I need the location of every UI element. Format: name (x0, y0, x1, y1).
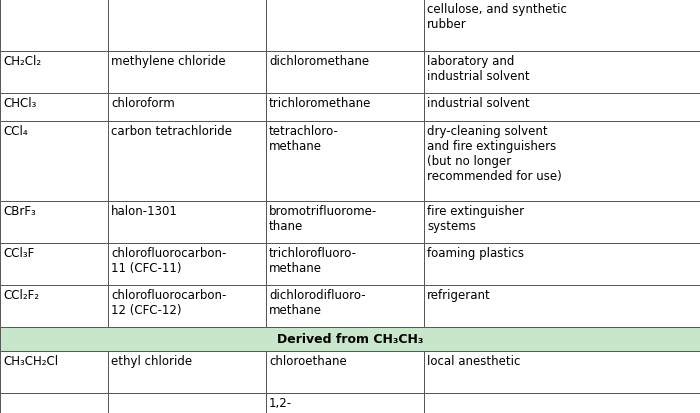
Bar (266, 351, 424, 393)
Bar (266, 122, 424, 202)
Text: CCl₄: CCl₄ (3, 125, 27, 138)
Text: chloroethane: chloroethane (269, 354, 346, 367)
Text: dry-cleaning solvent
and fire extinguishers
(but no longer
recommended for use): dry-cleaning solvent and fire extinguish… (427, 125, 561, 183)
Text: dichloromethane: dichloromethane (269, 55, 369, 68)
Bar (0, 351, 108, 393)
Bar (0, 243, 108, 285)
Text: chlorofluorocarbon-
11 (CFC-11): chlorofluorocarbon- 11 (CFC-11) (111, 247, 226, 274)
Text: trichlorofluoro-
methane: trichlorofluoro- methane (269, 247, 357, 274)
Bar (108, 0, 266, 52)
Bar (0, 94, 108, 122)
Bar (424, 393, 700, 413)
Bar (108, 393, 266, 413)
Bar (424, 122, 700, 202)
Text: ethyl chloride: ethyl chloride (111, 354, 192, 367)
Text: fire extinguisher
systems: fire extinguisher systems (427, 204, 524, 233)
Bar (108, 202, 266, 243)
Bar (0, 122, 108, 202)
Bar (108, 94, 266, 122)
Bar (424, 243, 700, 285)
Text: foaming plastics: foaming plastics (427, 247, 524, 259)
Text: chlorofluorocarbon-
12 (CFC-12): chlorofluorocarbon- 12 (CFC-12) (111, 288, 226, 316)
Bar (266, 243, 424, 285)
Bar (266, 94, 424, 122)
Bar (266, 0, 424, 52)
Bar (266, 285, 424, 327)
Text: local anesthetic: local anesthetic (427, 354, 520, 367)
Bar (108, 285, 266, 327)
Bar (108, 52, 266, 94)
Text: carbon tetrachloride: carbon tetrachloride (111, 125, 232, 138)
Text: CCl₂F₂: CCl₂F₂ (3, 288, 39, 301)
Bar (266, 202, 424, 243)
Text: refrigerant: refrigerant (427, 288, 491, 301)
Bar (424, 0, 700, 52)
Text: CCl₃F: CCl₃F (3, 247, 34, 259)
Text: bromotrifluorome-
thane: bromotrifluorome- thane (269, 204, 377, 233)
Bar (266, 52, 424, 94)
Bar (266, 393, 424, 413)
Bar (0, 0, 108, 52)
Text: CBrF₃: CBrF₃ (3, 204, 36, 218)
Text: CH₃CH₂Cl: CH₃CH₂Cl (3, 354, 58, 367)
Bar (0, 285, 108, 327)
Text: industrial solvent: industrial solvent (427, 97, 530, 110)
Text: CH₂Cl₂: CH₂Cl₂ (3, 55, 41, 68)
Text: 1,2-: 1,2- (269, 396, 292, 409)
Bar (108, 351, 266, 393)
Bar (424, 52, 700, 94)
Text: Derived from CH₃CH₃: Derived from CH₃CH₃ (276, 333, 424, 346)
Bar (0, 52, 108, 94)
Text: trichloromethane: trichloromethane (269, 97, 372, 110)
Text: chloroform: chloroform (111, 97, 175, 110)
Bar (0, 327, 700, 351)
Bar (424, 202, 700, 243)
Text: cellulose, and synthetic
rubber: cellulose, and synthetic rubber (427, 3, 567, 31)
Text: methylene chloride: methylene chloride (111, 55, 225, 68)
Bar (108, 243, 266, 285)
Bar (424, 351, 700, 393)
Text: CHCl₃: CHCl₃ (3, 97, 36, 110)
Bar (108, 122, 266, 202)
Bar (0, 393, 108, 413)
Bar (424, 94, 700, 122)
Text: laboratory and
industrial solvent: laboratory and industrial solvent (427, 55, 530, 83)
Text: tetrachloro-
methane: tetrachloro- methane (269, 125, 339, 153)
Bar (0, 202, 108, 243)
Bar (424, 285, 700, 327)
Text: halon-1301: halon-1301 (111, 204, 178, 218)
Text: dichlorodifluoro-
methane: dichlorodifluoro- methane (269, 288, 365, 316)
